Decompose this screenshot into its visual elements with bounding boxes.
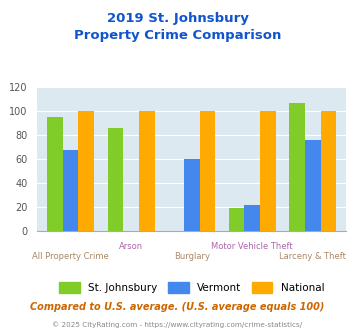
Text: Motor Vehicle Theft: Motor Vehicle Theft xyxy=(212,243,293,251)
Bar xyxy=(305,140,321,231)
Text: Larceny & Theft: Larceny & Theft xyxy=(279,252,346,261)
Bar xyxy=(321,112,337,231)
Bar xyxy=(78,112,94,231)
Bar xyxy=(244,205,260,231)
Bar xyxy=(200,112,215,231)
Legend: St. Johnsbury, Vermont, National: St. Johnsbury, Vermont, National xyxy=(55,278,329,297)
Bar xyxy=(108,128,123,231)
Bar xyxy=(184,159,200,231)
Text: Compared to U.S. average. (U.S. average equals 100): Compared to U.S. average. (U.S. average … xyxy=(30,302,325,312)
Text: 2019 St. Johnsbury
Property Crime Comparison: 2019 St. Johnsbury Property Crime Compar… xyxy=(74,12,281,42)
Bar xyxy=(63,150,78,231)
Text: Arson: Arson xyxy=(119,243,143,251)
Text: Burglary: Burglary xyxy=(174,252,210,261)
Bar xyxy=(229,208,244,231)
Bar xyxy=(289,103,305,231)
Bar xyxy=(47,117,63,231)
Text: All Property Crime: All Property Crime xyxy=(32,252,109,261)
Bar xyxy=(139,112,155,231)
Bar xyxy=(260,112,276,231)
Text: © 2025 CityRating.com - https://www.cityrating.com/crime-statistics/: © 2025 CityRating.com - https://www.city… xyxy=(53,322,302,328)
